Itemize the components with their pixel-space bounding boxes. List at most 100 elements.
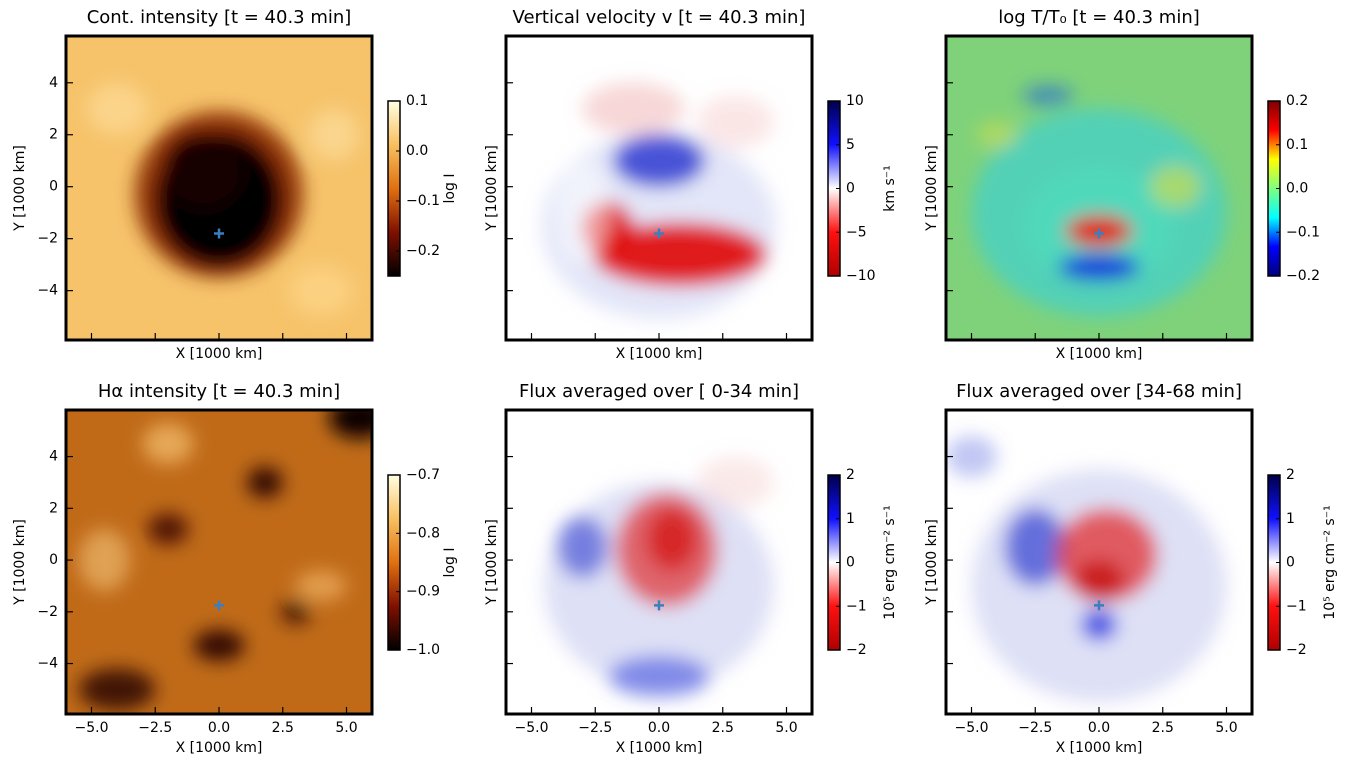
image-texture — [78, 410, 372, 711]
y-tick-label: −4 — [37, 656, 58, 672]
x-tick-label: −5.0 — [75, 720, 109, 736]
panel: log T/T₀ [t = 40.3 min] X [1000 km] Y [100… — [924, 7, 1320, 362]
image-feature — [557, 516, 608, 579]
marker — [214, 228, 224, 239]
image-feature — [328, 410, 372, 439]
image-map — [66, 36, 372, 340]
image-feature — [946, 435, 997, 478]
panel: Hα intensity [t = 40.3 min] −5.0 −2.5 0.0 2.… — [12, 381, 458, 756]
x-tick-label: −2.5 — [1018, 720, 1052, 736]
colorbar-tick-label: 2 — [846, 467, 855, 483]
y-tick-label: −2 — [37, 231, 58, 247]
image-feature — [193, 629, 245, 661]
colorbar-tick-label: 0.2 — [1286, 93, 1308, 109]
colorbar-tick-label: 0 — [1286, 555, 1295, 571]
image-feature — [1022, 85, 1074, 107]
panel: Cont. intensity [t = 40.3 min] −4 −2 0 2 4 X [… — [12, 7, 458, 362]
panel-title: Flux averaged over [34-68 min] — [956, 381, 1242, 402]
x-tick-label: −2.5 — [138, 720, 172, 736]
colorbar-tick-label: 0.1 — [1286, 137, 1308, 153]
x-tick-label: 2.5 — [1152, 720, 1174, 736]
colorbar-label: 10⁵ erg cm⁻² s⁻¹ — [882, 505, 898, 619]
x-tick-label: 0.0 — [1088, 720, 1110, 736]
panel-title: log T/T₀ [t = 40.3 min] — [998, 7, 1200, 28]
image-feature — [280, 598, 311, 625]
image-texture — [541, 82, 777, 320]
image-feature — [78, 668, 156, 711]
colorbar-tick-label: 1 — [1286, 511, 1295, 527]
colorbar-tick-label: 0.0 — [406, 143, 428, 159]
colorbar-label: km s⁻¹ — [882, 165, 898, 212]
panel-title: Cont. intensity [t = 40.3 min] — [87, 7, 352, 28]
y-tick-label: 2 — [49, 127, 58, 143]
y-tick-label: −4 — [37, 283, 58, 299]
y-axis-label: Y [1000 km] — [12, 519, 28, 606]
image-feature — [142, 422, 194, 465]
colorbar-tick-label: −0.1 — [406, 193, 440, 209]
image-feature — [608, 655, 710, 698]
image-feature — [976, 121, 1018, 148]
panel-title: Vertical velocity v [t = 40.3 min] — [513, 7, 806, 28]
image-feature — [613, 134, 705, 187]
image-feature — [86, 82, 148, 135]
x-axis-label: X [1000 km] — [616, 346, 703, 362]
colorbar-tick-label: −0.2 — [406, 243, 440, 259]
colorbar-tick-label: 0.1 — [406, 93, 428, 109]
x-tick-label: 5.0 — [775, 720, 797, 736]
image-map — [506, 410, 812, 714]
colorbar-tick-label: 0 — [846, 181, 855, 197]
image-feature — [592, 223, 767, 286]
marker — [1094, 600, 1104, 611]
y-tick-label: 0 — [49, 179, 58, 195]
image-feature — [1004, 508, 1066, 586]
image-texture — [544, 456, 774, 698]
panel-title: Hα intensity [t = 40.3 min] — [98, 381, 340, 402]
colorbar-tick-label: −0.2 — [1286, 268, 1320, 284]
image-feature — [1081, 609, 1117, 641]
x-tick-label: 2.5 — [272, 720, 294, 736]
image-feature — [295, 570, 347, 602]
image-feature — [78, 529, 130, 592]
panel: Flux averaged over [ 0-34 min] −5.0 −2.5 0.… — [484, 381, 898, 756]
marker — [1094, 228, 1104, 239]
colorbar-tick-label: −5 — [846, 224, 867, 240]
x-axis-label: X [1000 km] — [176, 740, 263, 756]
panel: Flux averaged over [34-68 min] −5.0 −2.5 0.… — [924, 381, 1338, 756]
image-map — [506, 36, 812, 340]
image-texture — [86, 82, 360, 317]
colorbar-tick-label: −1 — [1286, 598, 1307, 614]
x-tick-label: 2.5 — [712, 720, 734, 736]
colorbar-tick-label: −2 — [846, 642, 867, 658]
image-feature — [697, 95, 774, 148]
image-map — [66, 410, 372, 714]
y-tick-label: 2 — [49, 500, 58, 516]
x-tick-label: 5.0 — [335, 720, 357, 736]
y-axis-label: Y [1000 km] — [924, 519, 940, 606]
x-axis-label: X [1000 km] — [1056, 346, 1143, 362]
colorbar-label: log I — [442, 548, 458, 578]
colorbar-tick-label: 10 — [846, 93, 864, 109]
image-feature — [1073, 560, 1125, 602]
image-feature — [1058, 254, 1140, 281]
image-map — [946, 410, 1252, 714]
image-feature — [287, 264, 355, 317]
colorbar-tick-label: −1 — [846, 598, 867, 614]
panel: Vertical velocity v [t = 40.3 min] X [100… — [484, 7, 898, 362]
colorbar-tick-label: −10 — [846, 268, 876, 284]
x-axis-label: X [1000 km] — [176, 346, 263, 362]
image-feature — [147, 513, 189, 545]
image-feature — [557, 160, 608, 265]
image-feature — [308, 108, 360, 161]
colorbar-label: 10⁵ erg cm⁻² s⁻¹ — [1322, 505, 1338, 619]
x-tick-label: 5.0 — [1215, 720, 1237, 736]
panel-title: Flux averaged over [ 0-34 min] — [519, 381, 799, 402]
image-texture — [946, 435, 1227, 703]
image-feature — [646, 508, 698, 571]
colorbar-tick-label: 2 — [1286, 467, 1295, 483]
y-axis-label: Y [1000 km] — [12, 145, 28, 232]
colorbar-tick-label: −1.0 — [406, 642, 440, 658]
x-tick-label: 0.0 — [208, 720, 230, 736]
image-feature — [697, 456, 774, 509]
image-feature — [582, 82, 685, 135]
